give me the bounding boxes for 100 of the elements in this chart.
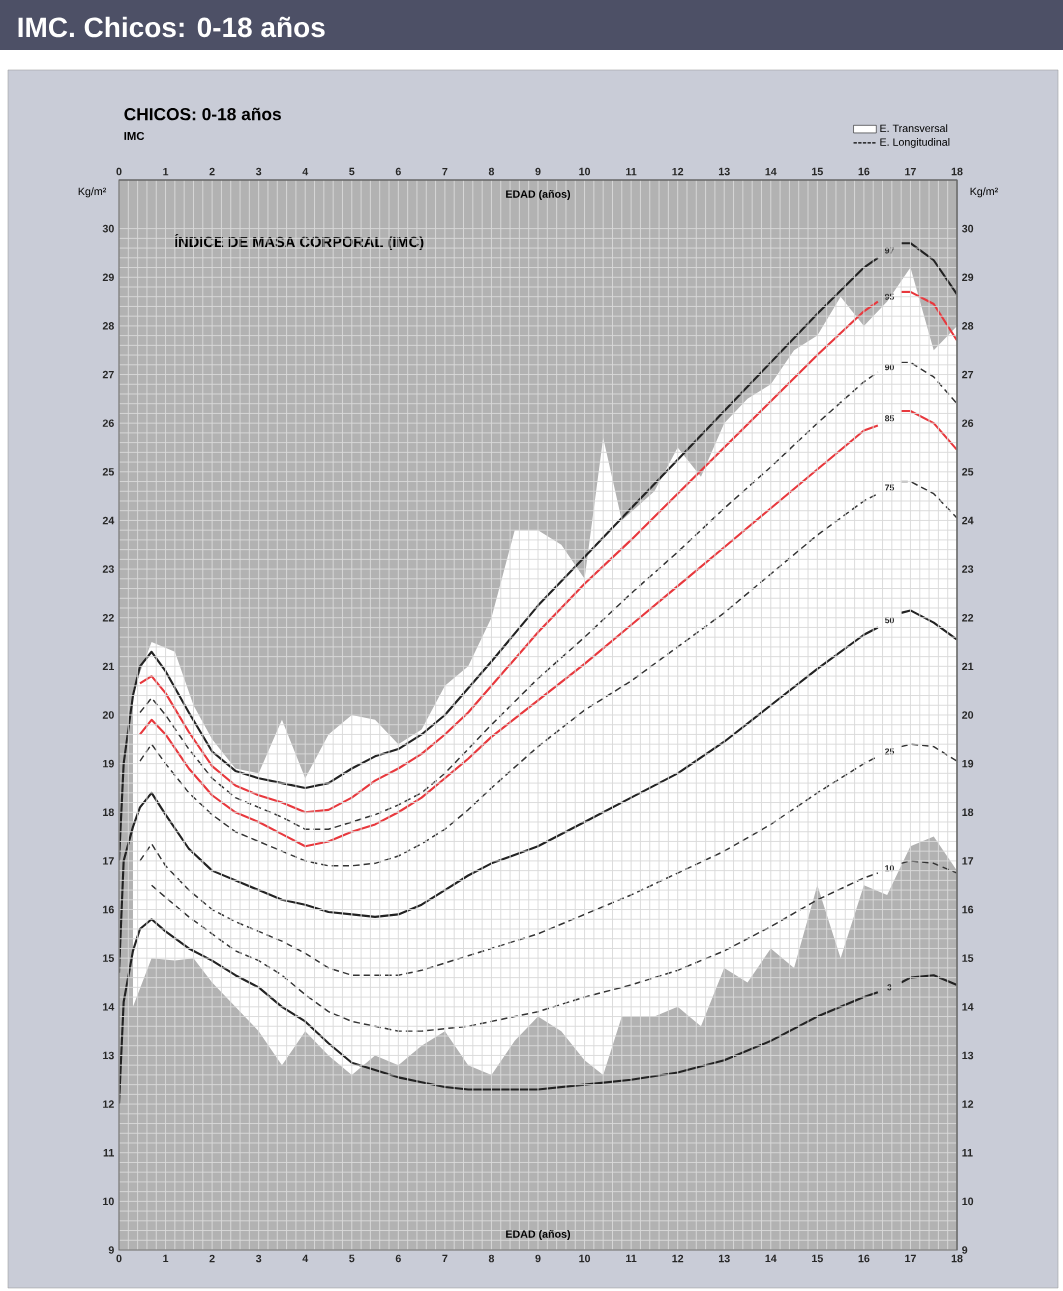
y2-tick-label: 24 bbox=[962, 516, 974, 525]
annotation: ÍNDICE DE MASA CORPORAL (IMC) bbox=[174, 234, 424, 251]
y2-tick-label: 13 bbox=[962, 1051, 974, 1060]
x-tick-label: 14 bbox=[765, 167, 777, 176]
x2-tick-label: 11 bbox=[626, 1254, 637, 1263]
x-tick-label: 12 bbox=[672, 167, 684, 176]
x-tick-label: 0 bbox=[116, 167, 122, 176]
x2-tick-label: 5 bbox=[349, 1254, 355, 1263]
y-tick-label: 12 bbox=[103, 1100, 114, 1108]
x2-tick-label: 3 bbox=[255, 1254, 262, 1263]
x2-tick-label: 18 bbox=[951, 1254, 963, 1263]
y2-tick-label: 16 bbox=[962, 905, 974, 914]
y-axis-title: Kg/m² bbox=[78, 187, 107, 198]
x-tick-label: 8 bbox=[488, 167, 495, 176]
x2-axis-title: EDAD (años) bbox=[506, 190, 571, 200]
x-tick-label: 4 bbox=[302, 167, 309, 176]
y2-tick-label: 26 bbox=[962, 419, 974, 427]
x2-tick-label: 9 bbox=[535, 1254, 541, 1263]
x-axis-title: EDAD (años) bbox=[506, 1230, 571, 1240]
text: IMC bbox=[124, 131, 145, 140]
y2-tick-label: 9 bbox=[962, 1246, 968, 1254]
x2-tick-label: 14 bbox=[765, 1254, 777, 1263]
y2-tick-label: 28 bbox=[962, 322, 974, 330]
series-label: 90 bbox=[884, 364, 894, 371]
y2-tick-label: 25 bbox=[962, 468, 974, 476]
x2-tick-label: 1 bbox=[163, 1254, 169, 1263]
x-tick-label: 2 bbox=[209, 167, 215, 176]
y-tick-label: 25 bbox=[102, 468, 114, 476]
x2-tick-label: 2 bbox=[209, 1254, 215, 1263]
y-tick-label: 26 bbox=[102, 419, 114, 427]
y-tick-label: 9 bbox=[108, 1246, 114, 1254]
y2-tick-label: 29 bbox=[962, 273, 974, 282]
legend-label: E. Transversal bbox=[880, 124, 948, 133]
y2-tick-label: 10 bbox=[962, 1197, 974, 1206]
y-tick-label: 16 bbox=[103, 905, 114, 914]
x2-tick-label: 16 bbox=[858, 1254, 870, 1263]
series-label: 50 bbox=[884, 617, 894, 624]
x2-tick-label: 12 bbox=[672, 1254, 684, 1263]
y-tick-label: 14 bbox=[103, 1003, 115, 1011]
chart-title: IMC. Chicos: 0-18 años bbox=[18, 16, 325, 38]
x-tick-label: 18 bbox=[951, 167, 963, 176]
x-tick-label: 3 bbox=[255, 167, 262, 176]
y2-tick-label: 20 bbox=[962, 711, 974, 719]
x2-tick-label: 6 bbox=[395, 1254, 401, 1263]
y-tick-label: 13 bbox=[103, 1051, 114, 1060]
x-tick-label: 15 bbox=[812, 167, 823, 176]
x-tick-label: 17 bbox=[905, 167, 916, 176]
x2-tick-label: 17 bbox=[905, 1254, 916, 1263]
y2-tick-label: 22 bbox=[962, 614, 974, 622]
x2-tick-label: 0 bbox=[116, 1254, 122, 1263]
y-tick-label: 17 bbox=[103, 857, 114, 865]
x-tick-label: 1 bbox=[163, 167, 169, 176]
x-tick-label: 6 bbox=[395, 167, 401, 176]
series-label: 25 bbox=[884, 748, 895, 755]
series-label: 95 bbox=[884, 293, 895, 300]
text: E. Longitudinal bbox=[880, 137, 950, 148]
y2-tick-label: 11 bbox=[962, 1149, 973, 1157]
x-tick-label: 13 bbox=[718, 167, 730, 176]
y2-tick-label: 17 bbox=[962, 857, 974, 865]
y2-tick-label: 27 bbox=[962, 370, 974, 379]
y-tick-label: 27 bbox=[102, 370, 114, 379]
y2-tick-label: 23 bbox=[962, 565, 974, 573]
y2-tick-label: 30 bbox=[961, 224, 974, 233]
y2-tick-label: 18 bbox=[962, 808, 974, 817]
y-tick-label: 15 bbox=[103, 954, 114, 962]
y-tick-label: 22 bbox=[102, 614, 114, 622]
series-label: 75 bbox=[885, 484, 895, 491]
x2-tick-label: 4 bbox=[302, 1254, 309, 1263]
y2-axis-title: Kg/m² bbox=[970, 187, 998, 198]
y-tick-label: 19 bbox=[103, 759, 114, 768]
series-label: 3 bbox=[887, 984, 892, 991]
x2-tick-label: 13 bbox=[718, 1254, 730, 1263]
x2-tick-label: 15 bbox=[812, 1254, 823, 1263]
y-tick-label: 24 bbox=[102, 516, 115, 525]
x2-tick-label: 7 bbox=[442, 1254, 448, 1263]
y-tick-label: 10 bbox=[103, 1197, 114, 1206]
series-label: 97 bbox=[884, 247, 894, 254]
y-tick-label: 18 bbox=[103, 808, 114, 817]
x-tick-label: 7 bbox=[442, 167, 448, 176]
y-tick-label: 23 bbox=[102, 565, 114, 573]
x-tick-label: 5 bbox=[349, 167, 355, 176]
y2-tick-label: 21 bbox=[962, 662, 974, 671]
y-tick-label: 11 bbox=[103, 1149, 114, 1157]
chart-subtitle: CHICOS: 0-18 años bbox=[124, 107, 281, 121]
series-label: 10 bbox=[885, 865, 894, 872]
x-tick-label: 9 bbox=[535, 167, 541, 176]
x2-tick-label: 8 bbox=[488, 1254, 495, 1263]
y-tick-label: 20 bbox=[102, 711, 114, 719]
y2-tick-label: 12 bbox=[962, 1100, 974, 1108]
y2-tick-label: 15 bbox=[962, 954, 974, 962]
y-tick-label: 29 bbox=[102, 273, 114, 282]
y2-tick-label: 19 bbox=[962, 759, 974, 768]
x-tick-label: 11 bbox=[626, 167, 637, 176]
y-tick-label: 28 bbox=[102, 322, 114, 330]
y-tick-label: 21 bbox=[102, 662, 114, 671]
x-tick-label: 10 bbox=[579, 167, 591, 176]
x2-tick-label: 10 bbox=[579, 1254, 591, 1263]
x-tick-label: 16 bbox=[858, 167, 870, 176]
y2-tick-label: 14 bbox=[962, 1003, 974, 1011]
y-tick-label: 30 bbox=[102, 224, 114, 233]
